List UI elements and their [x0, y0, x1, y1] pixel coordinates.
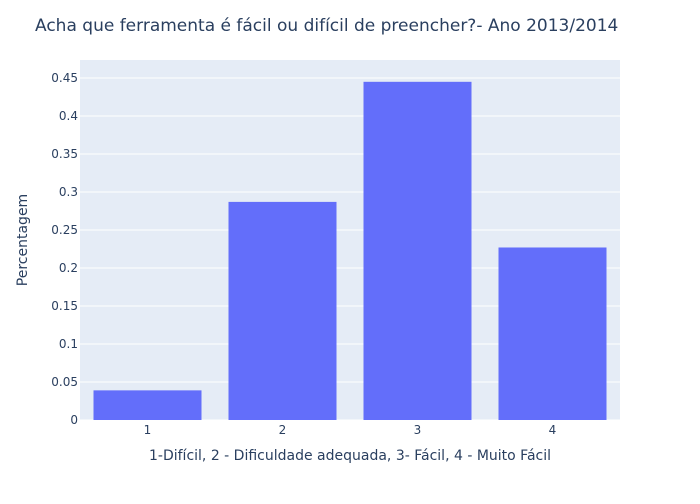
bar-3[interactable]	[363, 81, 472, 420]
x-tick-label: 1	[144, 423, 152, 437]
y-axis-title: Percentagem	[15, 194, 31, 286]
y-tick-label: 0.15	[51, 299, 78, 313]
bar-4[interactable]	[498, 247, 607, 420]
y-tick-label: 0	[70, 413, 78, 427]
y-tick-label: 0.3	[59, 185, 78, 199]
y-tick-label: 0.4	[59, 109, 78, 123]
y-tick-label: 0.35	[51, 147, 78, 161]
x-tick-label: 2	[279, 423, 287, 437]
x-axis-title: 1-Difícil, 2 - Dificuldade adequada, 3- …	[149, 448, 551, 464]
y-tick-label: 0.05	[51, 375, 78, 389]
y-tick-label: 0.1	[59, 337, 78, 351]
bars	[93, 81, 607, 420]
bar-2[interactable]	[228, 201, 337, 420]
x-tick-label: 4	[549, 423, 557, 437]
y-tick-label: 0.45	[51, 71, 78, 85]
x-tick-label: 3	[414, 423, 422, 437]
y-tick-label: 0.25	[51, 223, 78, 237]
bar-1[interactable]	[93, 390, 202, 420]
y-tick-label: 0.2	[59, 261, 78, 275]
y-axis-ticks: 0 0.05 0.1 0.15 0.2 0.25 0.3 0.35 0.4 0.45	[51, 71, 78, 427]
x-axis-ticks: 1 2 3 4	[144, 423, 557, 437]
chart-title: Acha que ferramenta é fácil ou difícil d…	[35, 16, 618, 36]
